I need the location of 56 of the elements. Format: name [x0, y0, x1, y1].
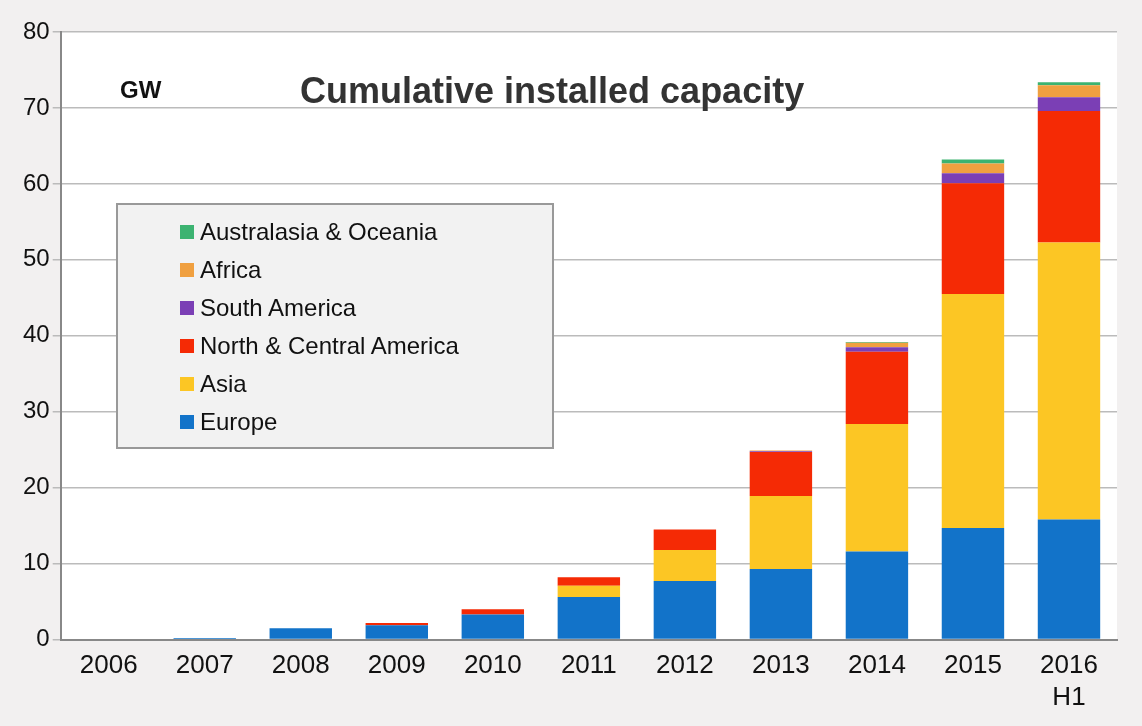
bar [749, 496, 813, 569]
x-tick-label: 2009 [367, 649, 426, 680]
bar [845, 351, 909, 424]
legend-label: Australasia & Oceania [200, 218, 438, 246]
bar [941, 294, 1005, 528]
bar [653, 549, 717, 582]
y-tick-label: 50 [22, 244, 50, 272]
bar [845, 551, 909, 639]
bar [461, 609, 525, 615]
bar [1037, 97, 1101, 111]
bar [941, 527, 1005, 639]
legend-label: South America [200, 294, 357, 322]
legend-label: North & Central America [200, 332, 459, 360]
bar [941, 163, 1005, 174]
bar [557, 577, 621, 586]
bar [557, 585, 621, 598]
bar [749, 452, 813, 497]
legend-label: Europe [200, 408, 278, 436]
x-tick-label: 2006 [79, 649, 138, 680]
bar [557, 597, 621, 639]
y-tick-label: 10 [22, 548, 50, 576]
legend-label: Asia [200, 370, 247, 398]
y-tick-label: 30 [22, 396, 50, 424]
y-tick-label: 40 [22, 320, 50, 348]
x-tick-label: 2013 [751, 649, 810, 680]
x-tick-label: 2016 H1 [1040, 649, 1098, 711]
bar [845, 347, 909, 352]
bar [1037, 85, 1101, 98]
x-tick-label: 2007 [175, 649, 234, 680]
bar [1037, 519, 1101, 639]
bar [1037, 82, 1101, 86]
text: Cumulative installed capacity [300, 70, 805, 112]
y-tick-label: 20 [22, 472, 50, 500]
y-axis-title: GW [120, 76, 162, 104]
bar [1037, 110, 1101, 243]
bar [365, 625, 428, 639]
bar [941, 183, 1005, 295]
bar [845, 423, 909, 552]
y-tick-label: 60 [22, 168, 50, 196]
bar [1037, 242, 1101, 520]
bar [461, 614, 525, 639]
bar [269, 628, 332, 639]
bar [653, 581, 717, 639]
x-tick-label: 2014 [848, 649, 906, 680]
x-tick-label: 2010 [463, 649, 522, 680]
bar [653, 529, 717, 550]
y-tick-label: 70 [22, 92, 50, 120]
x-tick-label: 2011 [560, 649, 617, 680]
bar [749, 568, 813, 639]
x-tick-label: 2012 [655, 649, 714, 680]
bar [941, 173, 1005, 184]
y-tick-label: 0 [36, 624, 50, 652]
x-tick-label: 2015 [944, 649, 1002, 680]
legend-label: Africa [200, 256, 262, 284]
y-tick-label: 80 [22, 16, 50, 44]
x-tick-label: 2008 [271, 649, 330, 680]
